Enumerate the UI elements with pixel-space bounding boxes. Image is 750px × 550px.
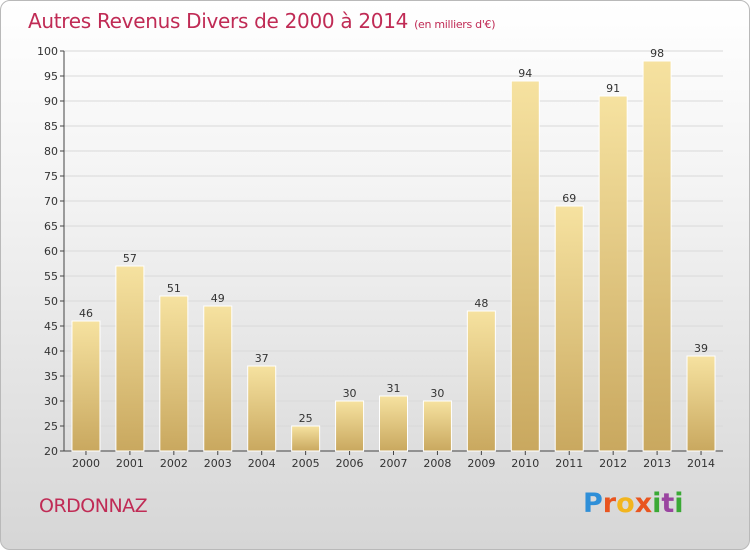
x-tick-label: 2007	[380, 457, 408, 470]
bar-value-label: 31	[387, 382, 401, 395]
commune-name: ORDONNAZ	[39, 495, 148, 517]
y-tick-label: 70	[44, 195, 58, 208]
logo-letter: t	[661, 488, 675, 519]
y-tick-label: 35	[44, 370, 58, 383]
bar-value-label: 98	[650, 47, 664, 60]
x-tick-label: 2002	[160, 457, 188, 470]
logo-letter: o	[616, 488, 635, 519]
bar-value-label: 57	[123, 252, 137, 265]
logo-letter: x	[634, 488, 653, 519]
bar	[554, 205, 584, 452]
bar	[642, 60, 672, 452]
y-tick-label: 80	[44, 145, 58, 158]
bar-value-label: 30	[343, 387, 357, 400]
bar-value-label: 49	[211, 292, 225, 305]
bar	[510, 80, 540, 452]
bar	[291, 425, 321, 452]
bar-value-label: 91	[606, 82, 620, 95]
bar	[247, 365, 277, 452]
bar	[466, 310, 496, 452]
x-tick-label: 2011	[555, 457, 583, 470]
y-tick-label: 100	[37, 45, 58, 58]
bar-value-label: 48	[474, 297, 488, 310]
y-tick-label: 50	[44, 295, 58, 308]
bar-value-label: 39	[694, 342, 708, 355]
bar-value-label: 25	[299, 412, 313, 425]
bar-value-label: 46	[79, 307, 93, 320]
bar-value-label: 69	[562, 192, 576, 205]
bar	[159, 295, 189, 452]
x-tick-label: 2012	[599, 457, 627, 470]
bar	[203, 305, 233, 452]
x-tick-label: 2006	[336, 457, 364, 470]
bar-value-label: 30	[430, 387, 444, 400]
x-tick-label: 2009	[467, 457, 495, 470]
bar	[71, 320, 101, 452]
y-tick-label: 55	[44, 270, 58, 283]
bar	[598, 95, 628, 452]
y-tick-label: 85	[44, 120, 58, 133]
y-tick-label: 25	[44, 420, 58, 433]
x-tick-label: 2004	[248, 457, 276, 470]
chart-subtitle: (en milliers d'€)	[414, 18, 496, 31]
y-tick-label: 65	[44, 220, 58, 233]
bar	[335, 400, 365, 452]
x-tick-label: 2014	[687, 457, 715, 470]
bar	[379, 395, 408, 452]
x-tick-label: 2003	[204, 457, 232, 470]
x-tick-label: 2005	[292, 457, 320, 470]
chart-title-main: Autres Revenus Divers de 2000 à 2014	[28, 9, 409, 33]
bar-value-label: 37	[255, 352, 269, 365]
y-tick-label: 20	[44, 445, 58, 458]
bar	[686, 355, 716, 452]
bar	[115, 265, 145, 452]
logo-letter: i	[652, 488, 662, 519]
logo-letter: i	[674, 488, 684, 519]
y-tick-label: 45	[44, 320, 58, 333]
x-tick-label: 2000	[72, 457, 100, 470]
chart-title: Autres Revenus Divers de 2000 à 2014 (en …	[28, 9, 496, 33]
bar	[422, 400, 452, 452]
x-tick-label: 2008	[423, 457, 451, 470]
bar-value-label: 51	[167, 282, 181, 295]
y-tick-label: 95	[44, 70, 58, 83]
x-tick-label: 2001	[116, 457, 144, 470]
x-tick-label: 2013	[643, 457, 671, 470]
y-tick-label: 30	[44, 395, 58, 408]
logo-letter: r	[602, 488, 617, 519]
y-tick-label: 40	[44, 345, 58, 358]
logo-letter: P	[583, 488, 603, 519]
x-tick-label: 2010	[511, 457, 539, 470]
proxiti-logo: Proxiti	[583, 488, 684, 519]
bar-value-label: 94	[518, 67, 532, 80]
y-tick-label: 90	[44, 95, 58, 108]
y-tick-label: 75	[44, 170, 58, 183]
y-tick-label: 60	[44, 245, 58, 258]
